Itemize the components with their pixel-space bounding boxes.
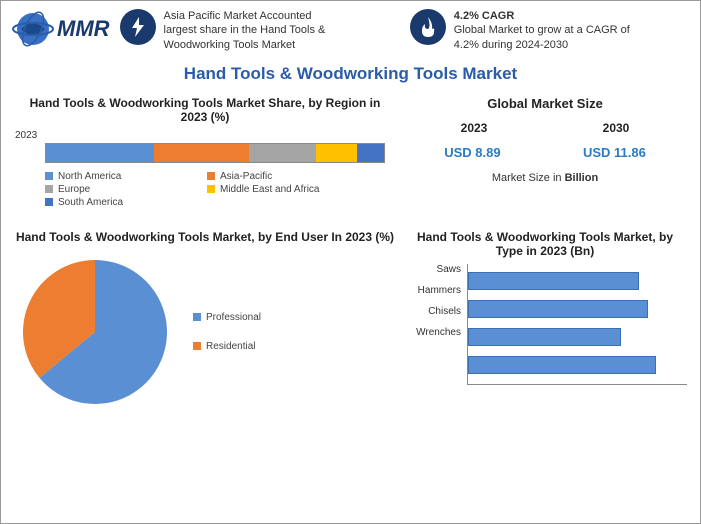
callout-cagr: 4.2% CAGR Global Market to grow at a CAG…: [410, 9, 690, 52]
bar-label: Wrenches: [403, 327, 467, 338]
legend-item: Residential: [193, 341, 261, 352]
bar-hammers: [468, 300, 648, 318]
callout-cagr-text: 4.2% CAGR Global Market to grow at a CAG…: [454, 9, 634, 52]
market-note-prefix: Market Size in: [492, 172, 565, 184]
market-val-1: USD 8.89: [444, 145, 500, 160]
region-legend: North America Asia-Pacific Europe Middle Ea…: [45, 171, 365, 208]
region-stacked-bar: [45, 143, 385, 163]
page-title: Hand Tools & Woodworking Tools Market: [1, 64, 700, 84]
legend-item: Middle East and Africa: [207, 184, 347, 195]
region-row-label: 2023: [15, 130, 395, 141]
pie-legend: Professional Residential: [193, 312, 261, 352]
callout-asia-text: Asia Pacific Market Accounted largest sh…: [164, 9, 344, 52]
region-chart: Hand Tools & Woodworking Tools Market Sh…: [15, 96, 395, 208]
region-seg-south-america: [357, 144, 384, 162]
market-size-block: Global Market Size 2023 2030 USD 8.89 US…: [403, 96, 687, 208]
legend-swatch: [45, 198, 53, 206]
legend-item: South America: [45, 197, 185, 208]
flame-icon: [410, 9, 446, 45]
region-seg-europe: [249, 144, 317, 162]
legend-swatch: [207, 172, 215, 180]
region-chart-title: Hand Tools & Woodworking Tools Market Sh…: [15, 96, 395, 124]
legend-label: North America: [58, 171, 121, 182]
callout-asia: Asia Pacific Market Accounted largest sh…: [120, 9, 400, 52]
region-seg-middle-east-and-africa: [316, 144, 357, 162]
legend-item: Professional: [193, 312, 261, 323]
pie-chart-title: Hand Tools & Woodworking Tools Market, b…: [15, 230, 395, 244]
bar-label: Hammers: [403, 285, 467, 296]
market-size-title: Global Market Size: [403, 96, 687, 111]
legend-item: North America: [45, 171, 185, 182]
bar-saws: [468, 272, 639, 290]
region-seg-asia-pacific: [154, 144, 249, 162]
bar-label: Chisels: [403, 306, 467, 317]
legend-swatch: [193, 342, 201, 350]
legend-label: South America: [58, 197, 123, 208]
legend-label: Europe: [58, 184, 90, 195]
legend-swatch: [207, 185, 215, 193]
legend-label: Residential: [206, 341, 255, 352]
market-year-2: 2030: [603, 121, 630, 135]
bar-area: [467, 264, 687, 385]
bar-wrenches: [468, 356, 656, 374]
bar-labels: Saws Hammers Chisels Wrenches: [403, 264, 467, 385]
bolt-icon: [120, 9, 156, 45]
legend-label: Asia-Pacific: [220, 171, 272, 182]
legend-swatch: [45, 172, 53, 180]
cagr-text: Global Market to grow at a CAGR of 4.2% …: [454, 24, 630, 50]
legend-swatch: [45, 185, 53, 193]
cagr-title: 4.2% CAGR: [454, 10, 515, 22]
globe-icon: [11, 9, 55, 49]
legend-label: Professional: [206, 312, 261, 323]
bar-label: Saws: [403, 264, 467, 275]
legend-swatch: [193, 313, 201, 321]
bar-chisels: [468, 328, 621, 346]
type-chart-block: Hand Tools & Woodworking Tools Market, b…: [403, 230, 687, 412]
legend-label: Middle East and Africa: [220, 184, 320, 195]
logo: MMR: [11, 9, 110, 49]
type-chart-title: Hand Tools & Woodworking Tools Market, b…: [403, 230, 687, 258]
legend-item: Europe: [45, 184, 185, 195]
logo-text: MMR: [57, 16, 110, 42]
header: MMR Asia Pacific Market Accounted larges…: [1, 1, 700, 56]
market-size-note: Market Size in Billion: [403, 172, 687, 184]
legend-item: Asia-Pacific: [207, 171, 347, 182]
region-seg-north-america: [46, 144, 154, 162]
market-note-bold: Billion: [565, 172, 599, 184]
pie-chart: [15, 252, 175, 412]
pie-chart-block: Hand Tools & Woodworking Tools Market, b…: [15, 230, 395, 412]
market-val-2: USD 11.86: [583, 145, 646, 160]
market-year-1: 2023: [461, 121, 488, 135]
